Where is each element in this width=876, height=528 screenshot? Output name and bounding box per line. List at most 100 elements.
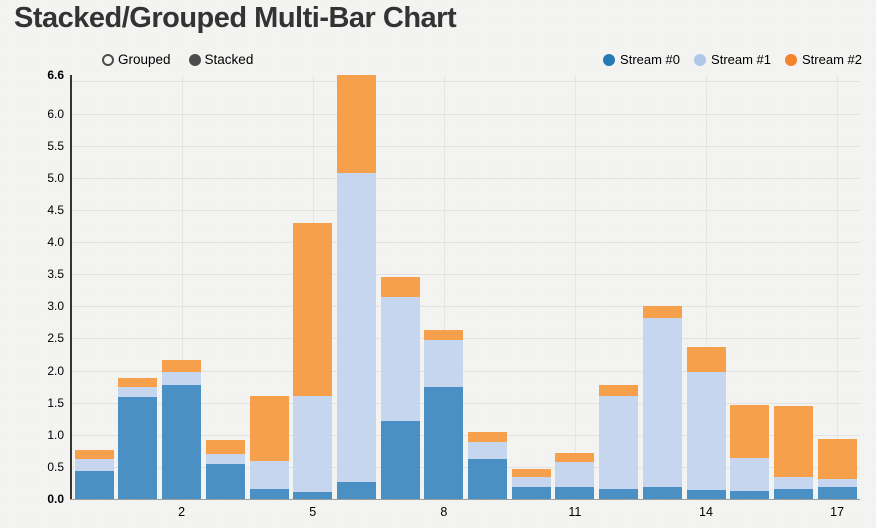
bar-segment-stream-0[interactable] bbox=[336, 481, 376, 499]
bar-segment-stream-1[interactable] bbox=[730, 457, 770, 491]
bar-segment-stream-0[interactable] bbox=[249, 489, 289, 499]
radio-selected-icon[interactable] bbox=[188, 53, 201, 66]
bar-group[interactable] bbox=[74, 449, 114, 499]
bar-segment-stream-2[interactable] bbox=[205, 439, 245, 455]
bar-segment-stream-2[interactable] bbox=[817, 439, 857, 480]
bar-segment-stream-1[interactable] bbox=[773, 476, 813, 490]
bar-segment-stream-2[interactable] bbox=[249, 395, 289, 462]
y-tick-label: 4.0 bbox=[47, 235, 64, 250]
bar-segment-stream-2[interactable] bbox=[336, 75, 376, 173]
gridline-x bbox=[443, 75, 445, 499]
bar-segment-stream-0[interactable] bbox=[817, 486, 857, 499]
legend: Stream #0 Stream #1 Stream #2 bbox=[603, 52, 862, 67]
radio-stacked[interactable]: Stacked bbox=[188, 52, 253, 67]
y-tick-label: 6.6 bbox=[47, 68, 64, 82]
bar-segment-stream-2[interactable] bbox=[511, 468, 551, 478]
bar-segment-stream-0[interactable] bbox=[293, 491, 333, 499]
bar-group[interactable] bbox=[642, 306, 682, 499]
y-tick-label: 5.0 bbox=[47, 170, 64, 185]
bar-segment-stream-2[interactable] bbox=[468, 431, 507, 443]
bar-segment-stream-1[interactable] bbox=[205, 454, 245, 465]
bar-group[interactable] bbox=[468, 431, 507, 499]
bar-segment-stream-0[interactable] bbox=[511, 487, 551, 499]
bar-group[interactable] bbox=[817, 439, 857, 499]
bar-segment-stream-2[interactable] bbox=[642, 306, 682, 318]
bar-segment-stream-2[interactable] bbox=[730, 404, 770, 458]
bar-segment-stream-1[interactable] bbox=[74, 458, 114, 471]
bar-segment-stream-1[interactable] bbox=[555, 462, 595, 487]
bar-segment-stream-0[interactable] bbox=[468, 458, 507, 499]
gridline-y bbox=[70, 466, 860, 468]
bar-segment-stream-0[interactable] bbox=[205, 464, 245, 499]
bar-group[interactable] bbox=[293, 223, 333, 499]
bar-segment-stream-0[interactable] bbox=[730, 490, 770, 499]
bar-group[interactable] bbox=[599, 385, 639, 499]
y-tick-label: 0.5 bbox=[47, 459, 64, 474]
bar-segment-stream-1[interactable] bbox=[336, 172, 376, 482]
legend-item-stream-2[interactable]: Stream #2 bbox=[785, 52, 862, 67]
bar-group[interactable] bbox=[773, 405, 813, 499]
gridline-x bbox=[181, 75, 183, 499]
controls-row: Grouped Stacked Stream #0 Stream #1 Stream… bbox=[0, 52, 876, 72]
bar-segment-stream-1[interactable] bbox=[511, 477, 551, 488]
bar-group[interactable] bbox=[730, 404, 770, 499]
bar-segment-stream-2[interactable] bbox=[773, 405, 813, 477]
radio-grouped[interactable]: Grouped bbox=[102, 52, 171, 67]
bar-segment-stream-0[interactable] bbox=[686, 490, 726, 499]
bar-segment-stream-0[interactable] bbox=[74, 470, 114, 499]
bar-group[interactable] bbox=[336, 75, 376, 499]
bar-segment-stream-0[interactable] bbox=[599, 488, 639, 499]
bar-segment-stream-2[interactable] bbox=[599, 385, 639, 396]
bar-segment-stream-1[interactable] bbox=[642, 317, 682, 488]
y-tick-label: 1.5 bbox=[47, 395, 64, 410]
gridline-x bbox=[574, 75, 576, 499]
bar-segment-stream-0[interactable] bbox=[380, 421, 420, 499]
bar-segment-stream-2[interactable] bbox=[380, 276, 420, 298]
bar-segment-stream-0[interactable] bbox=[642, 487, 682, 499]
y-tick-label: 5.5 bbox=[47, 138, 64, 153]
x-tick-label: 11 bbox=[568, 505, 582, 519]
bar-group[interactable] bbox=[249, 395, 289, 499]
bar-segment-stream-1[interactable] bbox=[118, 387, 158, 398]
bar-segment-stream-1[interactable] bbox=[380, 297, 420, 422]
legend-dot-icon bbox=[694, 53, 707, 66]
bar-segment-stream-2[interactable] bbox=[293, 223, 333, 396]
bar-segment-stream-0[interactable] bbox=[162, 384, 202, 499]
legend-item-label: Stream #0 bbox=[620, 52, 681, 67]
y-tick-label: 2.5 bbox=[47, 331, 64, 346]
bar-segment-stream-2[interactable] bbox=[74, 449, 114, 459]
bar-segment-stream-0[interactable] bbox=[118, 397, 158, 499]
y-tick-label: 3.5 bbox=[47, 267, 64, 282]
gridline-y bbox=[70, 209, 860, 211]
bar-segment-stream-2[interactable] bbox=[162, 360, 202, 373]
bar-segment-stream-1[interactable] bbox=[424, 340, 464, 387]
bar-group[interactable] bbox=[380, 276, 420, 499]
legend-item-stream-0[interactable]: Stream #0 bbox=[603, 52, 680, 67]
bar-segment-stream-1[interactable] bbox=[468, 442, 507, 459]
bar-segment-stream-1[interactable] bbox=[817, 479, 857, 487]
legend-item-stream-1[interactable]: Stream #1 bbox=[694, 52, 771, 67]
bar-segment-stream-1[interactable] bbox=[249, 461, 289, 490]
bar-segment-stream-0[interactable] bbox=[555, 486, 595, 499]
bar-segment-stream-1[interactable] bbox=[599, 395, 639, 489]
bar-group[interactable] bbox=[424, 330, 464, 499]
bar-group[interactable] bbox=[511, 468, 551, 499]
y-tick-label: 6.0 bbox=[47, 106, 64, 121]
bar-segment-stream-2[interactable] bbox=[555, 453, 595, 463]
bar-segment-stream-2[interactable] bbox=[686, 346, 726, 373]
bar-group[interactable] bbox=[205, 439, 245, 499]
bar-segment-stream-1[interactable] bbox=[162, 372, 202, 385]
bar-group[interactable] bbox=[555, 453, 595, 499]
bar-group[interactable] bbox=[162, 360, 202, 499]
radio-unselected-icon[interactable] bbox=[102, 53, 114, 66]
bar-segment-stream-2[interactable] bbox=[118, 377, 158, 388]
bar-segment-stream-0[interactable] bbox=[424, 386, 464, 499]
bar-segment-stream-1[interactable] bbox=[686, 372, 726, 490]
bar-segment-stream-2[interactable] bbox=[424, 330, 464, 341]
bar-segment-stream-1[interactable] bbox=[293, 395, 333, 492]
bar-segment-stream-0[interactable] bbox=[773, 489, 813, 499]
bar-group[interactable] bbox=[686, 346, 726, 499]
chart-title: Stacked/Grouped Multi-Bar Chart bbox=[14, 2, 457, 34]
gridline-x bbox=[837, 75, 839, 499]
bar-group[interactable] bbox=[118, 377, 158, 499]
